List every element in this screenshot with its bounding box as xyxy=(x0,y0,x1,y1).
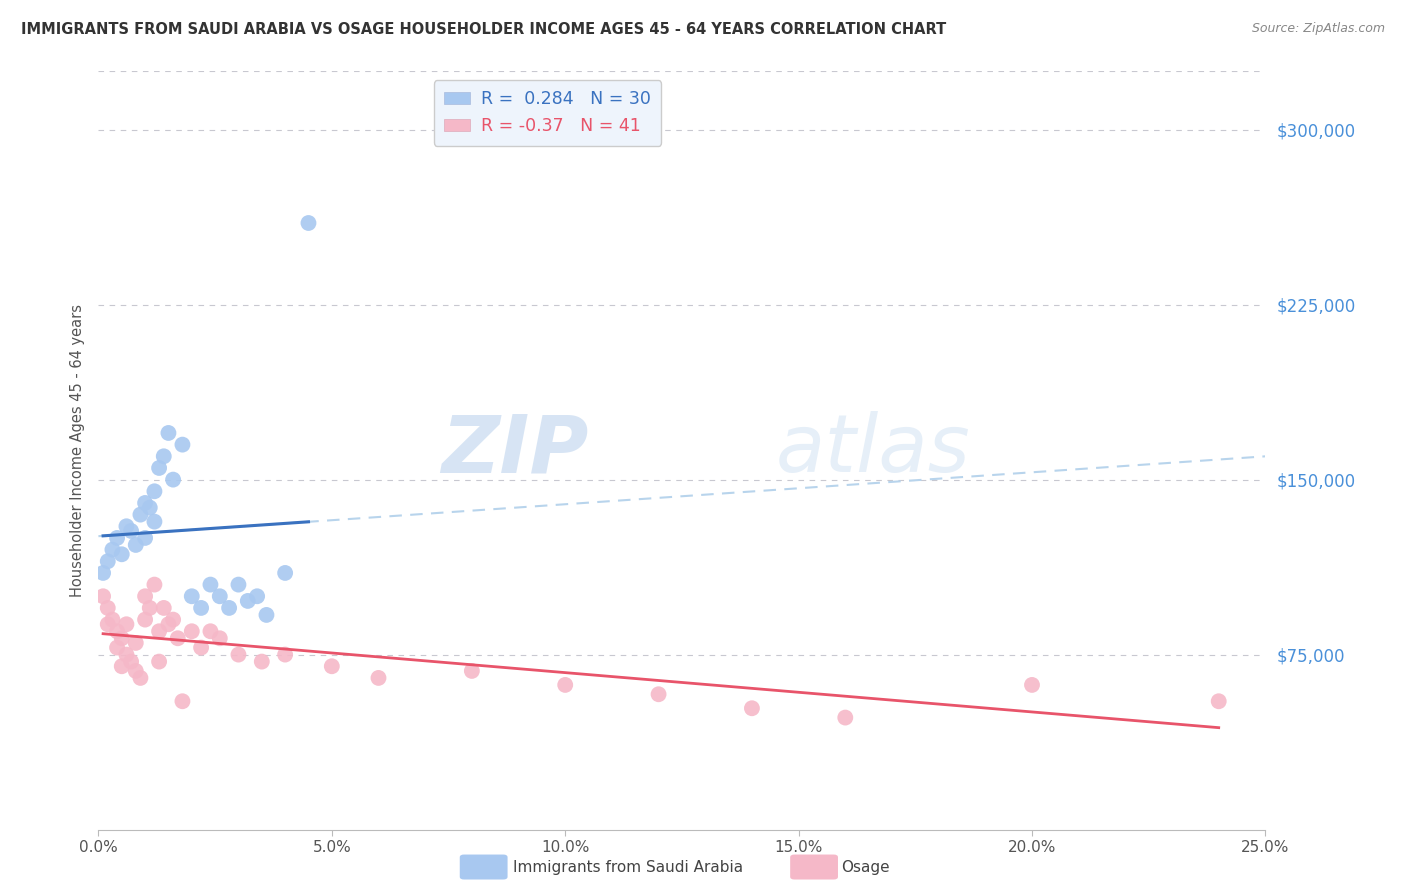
Text: Osage: Osage xyxy=(841,860,890,874)
Point xyxy=(321,659,343,673)
Point xyxy=(91,566,114,580)
Point xyxy=(101,542,124,557)
Point xyxy=(554,678,576,692)
Point xyxy=(111,659,134,673)
Point xyxy=(120,655,142,669)
Point xyxy=(97,554,120,568)
Point xyxy=(143,484,166,499)
Point xyxy=(148,655,170,669)
Point xyxy=(297,216,319,230)
Point xyxy=(461,664,484,678)
Point xyxy=(1021,678,1043,692)
Point xyxy=(256,607,278,622)
Point xyxy=(134,531,156,545)
Point xyxy=(125,636,148,650)
Point xyxy=(148,624,170,639)
Point xyxy=(101,613,124,627)
Point xyxy=(250,655,273,669)
Point xyxy=(139,601,162,615)
Point xyxy=(741,701,763,715)
Point xyxy=(246,589,269,603)
Point xyxy=(105,531,128,545)
Text: ZIP: ZIP xyxy=(441,411,589,490)
Point xyxy=(367,671,389,685)
Point xyxy=(105,640,128,655)
Text: Source: ZipAtlas.com: Source: ZipAtlas.com xyxy=(1251,22,1385,36)
Point xyxy=(190,640,212,655)
Point xyxy=(129,508,152,522)
Point xyxy=(134,589,156,603)
Legend: R =  0.284   N = 30, R = -0.37   N = 41: R = 0.284 N = 30, R = -0.37 N = 41 xyxy=(434,80,661,145)
Point xyxy=(143,577,166,591)
Point xyxy=(157,425,180,440)
Text: Immigrants from Saudi Arabia: Immigrants from Saudi Arabia xyxy=(513,860,744,874)
Point xyxy=(134,496,156,510)
Point xyxy=(274,648,297,662)
Point xyxy=(125,538,148,552)
Point xyxy=(236,594,259,608)
Point xyxy=(647,687,669,701)
Point xyxy=(208,589,231,603)
Point xyxy=(97,617,120,632)
Point xyxy=(115,648,138,662)
Point xyxy=(180,624,202,639)
Point xyxy=(190,601,212,615)
Point xyxy=(208,632,231,646)
Point xyxy=(152,601,174,615)
Point xyxy=(200,624,222,639)
Point xyxy=(111,547,134,561)
Point xyxy=(228,577,250,591)
Point xyxy=(180,589,202,603)
Point xyxy=(91,589,114,603)
Point xyxy=(152,450,174,464)
Point xyxy=(157,617,180,632)
Point xyxy=(111,632,134,646)
Point xyxy=(218,601,240,615)
Point xyxy=(120,524,142,538)
Point xyxy=(139,500,162,515)
Point xyxy=(129,671,152,685)
Point xyxy=(105,624,128,639)
Point xyxy=(125,664,148,678)
Point xyxy=(162,613,184,627)
Point xyxy=(274,566,297,580)
Point xyxy=(1208,694,1230,708)
Point xyxy=(834,710,856,724)
Point xyxy=(115,617,138,632)
Point xyxy=(148,461,170,475)
Text: IMMIGRANTS FROM SAUDI ARABIA VS OSAGE HOUSEHOLDER INCOME AGES 45 - 64 YEARS CORR: IMMIGRANTS FROM SAUDI ARABIA VS OSAGE HO… xyxy=(21,22,946,37)
Point xyxy=(97,601,120,615)
Point xyxy=(200,577,222,591)
Text: atlas: atlas xyxy=(775,411,970,490)
Point xyxy=(172,437,194,451)
Point xyxy=(134,613,156,627)
Point xyxy=(166,632,188,646)
Point xyxy=(143,515,166,529)
Point xyxy=(162,473,184,487)
Point xyxy=(228,648,250,662)
Y-axis label: Householder Income Ages 45 - 64 years: Householder Income Ages 45 - 64 years xyxy=(69,304,84,597)
Point xyxy=(115,519,138,533)
Point xyxy=(172,694,194,708)
